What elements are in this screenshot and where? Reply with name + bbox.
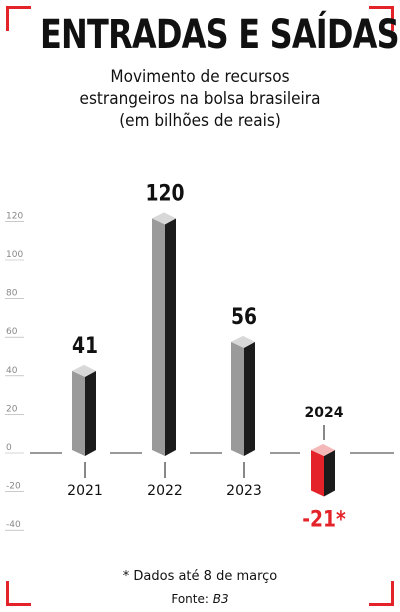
y-tick-label: 40: [6, 366, 18, 376]
bar-side: [324, 450, 335, 497]
source-label: Fonte:: [171, 592, 209, 606]
y-tick-label: -20: [6, 482, 21, 492]
bar-top: [152, 212, 176, 225]
bar-front: [311, 450, 324, 497]
bar-front: [72, 370, 85, 456]
value-label: 41: [72, 332, 98, 358]
value-label: -21*: [302, 506, 346, 532]
subtitle-line: Movimento de recursos: [110, 67, 290, 87]
category-label: 2024: [305, 405, 344, 421]
chart-subtitle: Movimento de recursos estrangeiros na bo…: [0, 66, 400, 132]
bar-top: [72, 364, 96, 377]
subtitle-line: (em bilhões de reais): [119, 111, 281, 131]
bar-front: [152, 218, 165, 456]
corner-mark-bottom-left: [6, 581, 31, 606]
bar-side: [85, 370, 96, 456]
source-line: Fonte: B3: [0, 592, 400, 606]
bar-top: [311, 444, 335, 456]
bar-side: [165, 218, 176, 456]
category-label: 2021: [67, 483, 103, 499]
category-label: 2023: [226, 483, 262, 499]
y-tick-label: 20: [6, 404, 18, 414]
y-tick-label: 80: [6, 289, 18, 299]
y-tick-label: 60: [6, 327, 18, 337]
corner-mark-top-right: [369, 6, 394, 31]
footnote: * Dados até 8 de março: [122, 569, 278, 584]
y-tick-label: 0: [6, 443, 12, 453]
value-label: 56: [231, 303, 257, 329]
corner-mark-bottom-right: [369, 581, 394, 606]
corner-mark-top-left: [6, 6, 31, 31]
y-tick-label: -40: [6, 520, 21, 530]
category-label: 2022: [147, 483, 183, 499]
subtitle-line: estrangeiros na bolsa brasileira: [79, 89, 321, 109]
y-tick-label: 120: [6, 211, 23, 221]
chart-title: ENTRADAS E SAÍDAS: [40, 12, 400, 58]
bar-front: [231, 341, 244, 456]
bar-top: [231, 335, 255, 348]
source-name: B3: [212, 592, 229, 606]
value-label: 120: [145, 180, 184, 206]
y-tick-label: 100: [6, 250, 23, 260]
bar-side: [244, 341, 255, 456]
